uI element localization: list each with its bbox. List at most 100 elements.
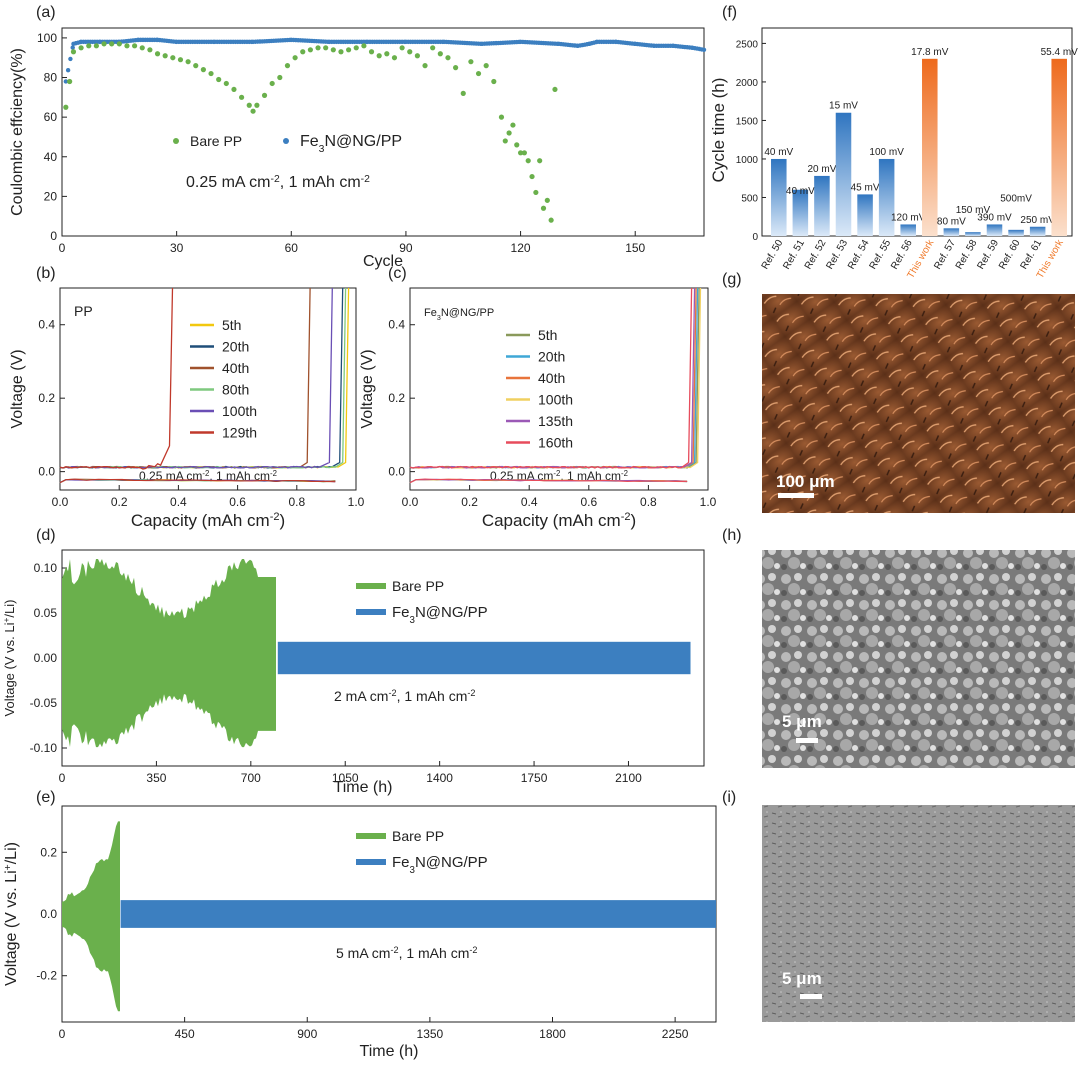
d-y-axis-label: Voltage (V vs. Li+/Li) [1, 600, 17, 717]
a-bare-pp-point [338, 49, 344, 55]
a-bare-pp-point [475, 70, 482, 77]
a-bare-pp-point [514, 142, 520, 148]
d-x-tick-label: 1400 [426, 771, 453, 785]
a-bare-pp-point [70, 49, 77, 55]
a-bare-pp-point [63, 104, 69, 110]
d-annotation: 2 mA cm-2, 1 mAh cm-2 [334, 688, 475, 704]
sem-image-i: 5 μm [762, 805, 1075, 1022]
a-bare-pp-point [239, 94, 245, 100]
d-y-tick-label: -0.10 [30, 741, 58, 755]
a-x-tick-label: 60 [285, 241, 299, 255]
b-charge-curve-129th [59, 287, 174, 470]
a-bare-pp-point [208, 70, 214, 77]
e-x-tick-label: 2250 [662, 1027, 689, 1041]
c-legend-label-100th: 100th [538, 392, 573, 408]
b-legend-label-5th: 5th [222, 317, 241, 333]
c-legend-label-5th: 5th [538, 327, 557, 343]
b-legend-label-40th: 40th [222, 360, 249, 376]
f-bar [965, 232, 981, 236]
b-x-tick-label: 0.8 [288, 495, 305, 509]
panel-label-f: (f) [722, 4, 737, 21]
d-legend-label-fe3n: Fe3N@NG/PP [392, 604, 488, 626]
a-bare-pp-point [177, 57, 184, 63]
a-bare-pp-point [368, 49, 375, 55]
f-bar [986, 224, 1003, 236]
a-bare-pp-point [548, 217, 554, 223]
d-x-tick-label: 0 [59, 771, 66, 785]
e-x-tick-label: 0 [59, 1027, 66, 1041]
a-bare-pp-point [353, 45, 359, 51]
sem-image-h: 5 μm [762, 550, 1075, 768]
c-x-tick-label: 1.0 [700, 495, 717, 509]
scale-bar-label-g: 100 μm [776, 472, 835, 491]
b-charge-curve-5th [59, 287, 350, 469]
a-bare-pp-point [521, 150, 527, 156]
a-bare-pp-point [422, 63, 428, 69]
a-bare-pp-point [399, 45, 405, 51]
f-bar-value-label: 55.4 mV [1041, 47, 1079, 58]
a-bare-pp-point [384, 51, 390, 57]
d-x-tick-label: 700 [241, 771, 261, 785]
f-bar-value-label: 390 mV [977, 212, 1012, 223]
c-legend-label-160th: 160th [538, 435, 573, 451]
panel-label-c: (c) [388, 265, 407, 282]
a-y-tick-label: 100 [37, 31, 57, 45]
c-x-axis-label: Capacity (mAh cm-2) [482, 511, 636, 530]
a-bare-pp-point [510, 122, 516, 128]
a-bare-pp-point [430, 45, 436, 51]
a-fe3n-point [65, 67, 71, 73]
c-x-tick-label: 0.2 [461, 495, 478, 509]
e-x-tick-label: 1350 [417, 1027, 444, 1041]
f-bar [1051, 58, 1067, 236]
a-fe3n-point [68, 56, 73, 62]
a-bare-pp-point [254, 102, 260, 108]
sem-image-g: 100 μm [762, 294, 1075, 513]
scale-bar-label-i: 5 μm [782, 969, 822, 988]
a-bare-pp-point [193, 63, 199, 69]
a-bare-pp-point [93, 43, 99, 49]
b-y-tick-label: 0.0 [38, 465, 55, 479]
b-x-axis-label: Capacity (mAh cm-2) [131, 511, 285, 530]
a-bare-pp-point [502, 138, 508, 144]
a-bare-pp-point [346, 47, 352, 53]
a-bare-pp-point [223, 80, 229, 87]
f-y-tick-label: 500 [741, 193, 758, 204]
a-bare-pp-point [525, 158, 531, 164]
a-bare-pp-point [414, 53, 420, 59]
b-legend-label-129th: 129th [222, 425, 257, 441]
f-bar-value-label: 150 mV [956, 205, 991, 216]
a-bare-pp-point [109, 41, 115, 47]
a-bare-pp-point [407, 49, 413, 55]
a-bare-pp-point [445, 55, 451, 61]
d-y-tick-label: 0.05 [34, 606, 58, 620]
b-charge-curve-40th [59, 287, 311, 469]
a-bare-pp-point [307, 47, 313, 53]
f-bar-value-label: 40 mV [764, 147, 793, 158]
f-bar-value-label: 20 mV [807, 164, 836, 175]
a-fe3n-point [701, 47, 707, 52]
a-bare-pp-point [460, 90, 466, 96]
e-x-tick-label: 1800 [539, 1027, 566, 1041]
c-y-tick-label: 0.2 [388, 391, 405, 405]
b-legend-label-20th: 20th [222, 339, 249, 355]
f-bar [878, 158, 895, 236]
e-y-axis-label: Voltage (V vs. Li+/Li) [3, 842, 21, 986]
a-x-tick-label: 150 [625, 241, 645, 255]
f-bar [922, 58, 938, 236]
b-plot-frame [59, 287, 357, 491]
c-y-tick-label: 0.4 [388, 318, 405, 332]
panel-label-b: (b) [36, 265, 56, 282]
b-charge-curve-20th [59, 287, 344, 469]
e-y-tick-label: -0.2 [36, 969, 57, 983]
a-bare-pp-point [533, 189, 539, 196]
d-x-tick-label: 1050 [332, 771, 359, 785]
b-y-tick-label: 0.4 [38, 318, 55, 332]
d-x-tick-label: 350 [146, 771, 166, 785]
b-discharge-curve-129th [59, 478, 336, 484]
a-bare-pp-point [483, 63, 489, 69]
a-bare-pp-point [361, 43, 367, 49]
a-bare-pp-point [517, 150, 524, 156]
e-y-tick-label: 0.2 [40, 845, 57, 859]
a-bare-pp-point [468, 59, 474, 65]
a-bare-pp-point [453, 65, 459, 71]
